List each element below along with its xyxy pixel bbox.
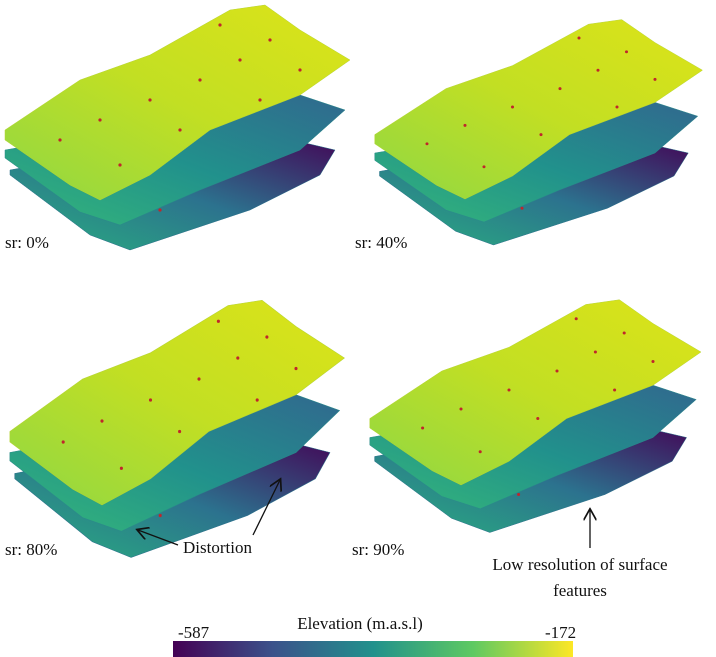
colorbar [173, 641, 573, 657]
panel-label: sr: 40% [355, 233, 407, 252]
annotation: Distortion [183, 538, 252, 557]
arrow [138, 530, 179, 546]
panel-label: sr: 0% [5, 233, 49, 252]
arrow [252, 480, 280, 536]
colorbar-title: Elevation (m.a.s.l) [297, 614, 423, 633]
colorbar-max: -172 [545, 623, 576, 642]
panel-label: sr: 80% [5, 540, 57, 559]
colorbar-min: -587 [178, 623, 210, 642]
surface-render [369, 299, 702, 533]
annotation: features [553, 581, 607, 600]
surface-render [9, 299, 346, 559]
annotation: Low resolution of surface [492, 555, 667, 574]
surface-render [374, 19, 703, 246]
panel-label: sr: 90% [352, 540, 404, 559]
surface-render [4, 4, 351, 251]
